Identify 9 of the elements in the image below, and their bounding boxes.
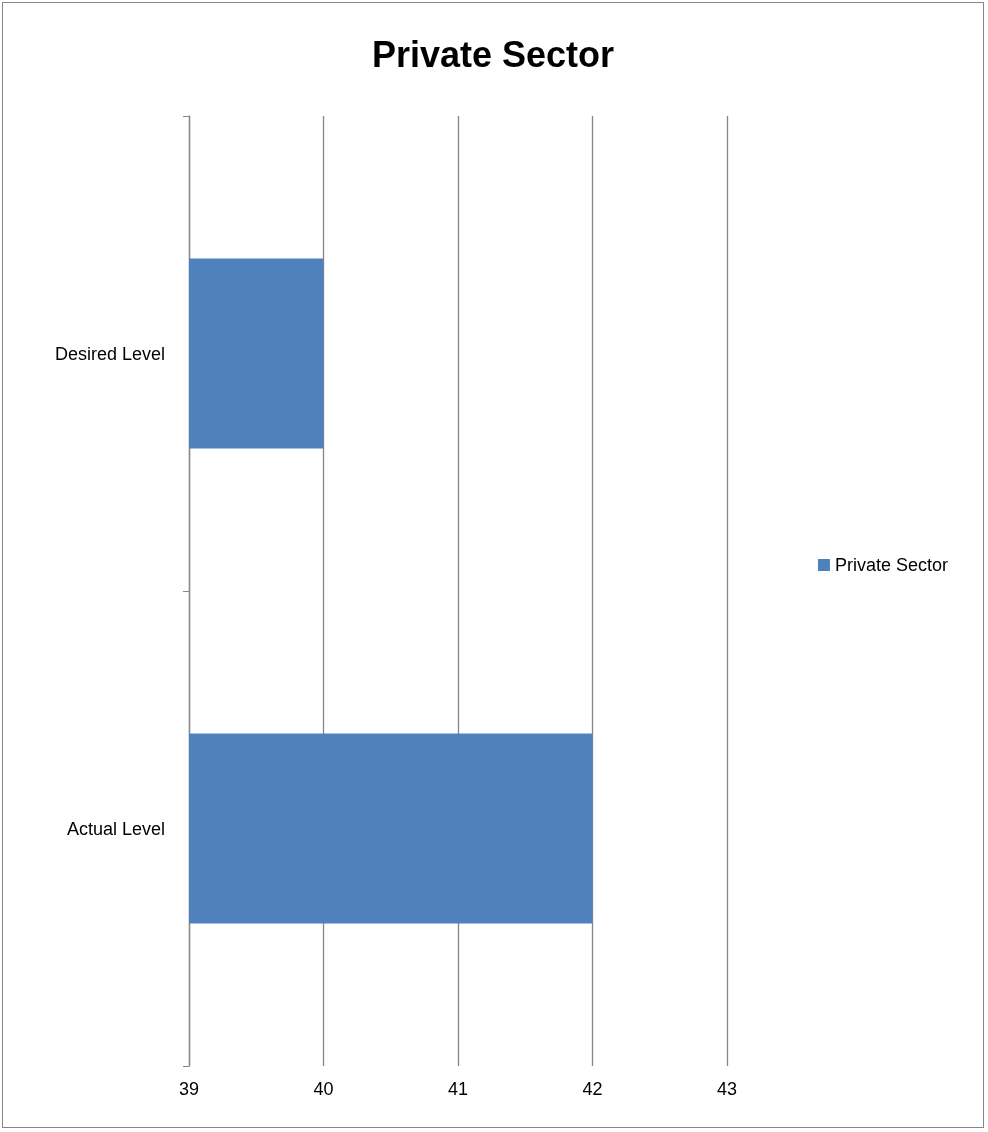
chart-title: Private Sector <box>371 33 615 75</box>
x-tick-label: 41 <box>447 1079 469 1099</box>
x-tick-label: 40 <box>313 1079 334 1099</box>
x-tick-label: 43 <box>716 1079 738 1099</box>
y-tick-label: Actual Level <box>66 818 165 839</box>
y-tick-label: Desired Level <box>54 343 165 364</box>
x-tick-label: 42 <box>582 1079 603 1099</box>
legend-label: Private Sector <box>834 555 949 575</box>
x-tick-label: 39 <box>178 1079 200 1099</box>
